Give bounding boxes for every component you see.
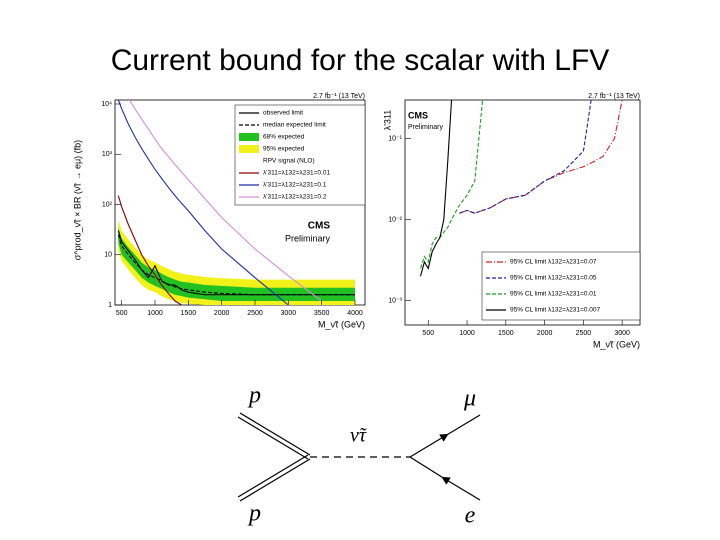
x-tick-label: 500 [116,310,128,317]
x-tick-label: 3000 [281,310,297,317]
x-tick-label: 1500 [498,330,514,337]
series-line [128,100,322,302]
diagram-label: e [465,503,476,529]
y-tick-label: 1 [108,302,112,309]
legend-label: observed limit [263,110,303,117]
series-line [117,195,182,305]
x-axis-label: M_ν̃τ (GeV) [593,339,640,349]
x-tick-label: 4000 [347,310,363,317]
legend-label: λ'311=λ132=λ231=0.1 [263,182,327,189]
y-axis-label: σ^prod_ν̃τ × BR (ν̃τ → eμ) (fb) [72,140,82,260]
legend-label: median expected limit [263,122,326,129]
legend-label: λ'311=λ132=λ231=0.01 [263,170,330,177]
y-axis-label: λ'311 [382,110,392,131]
series-line [117,230,355,296]
annotation: Preliminary [285,233,331,243]
legend-label: 95% CL limit λ132=λ231=0.007 [510,307,600,314]
y-tick-label: 10⁻² [388,216,402,223]
x-tick-label: 3000 [614,330,630,337]
plot-body [117,100,355,305]
diagram-label: p [247,501,261,527]
annotation: 2.7 fb⁻¹ (13 TeV) [588,93,640,100]
x-tick-label: 2000 [537,330,553,337]
band [118,227,355,302]
legend-label: 95% CL limit λ132=λ231=0.01 [510,291,597,298]
x-tick-label: 2000 [214,310,230,317]
legend-swatch [239,145,259,153]
legend-swatch [239,133,259,141]
series-line [419,100,484,269]
slide-title: Current bound for the scalar with LFV [111,44,610,77]
diagram-label: μ [463,386,476,412]
diagram-label: ν̃τ [350,425,367,447]
series-line [459,100,592,214]
annotation: Preliminary [408,124,444,131]
x-axis-label: M_ν̃τ (GeV) [318,319,365,329]
x-tick-label: 2500 [247,310,263,317]
series-line [459,100,623,214]
legend-box [481,251,641,321]
legend-label: 95% CL limit λ132=λ231=0.05 [510,275,597,282]
annotation: CMS [408,110,428,120]
legend-box [234,104,366,206]
y-tick-label: 10 [104,252,112,259]
series-line [419,100,453,277]
series-line [117,100,289,305]
y-tick-label: 10⁴ [101,101,112,108]
series-line [117,234,355,296]
y-tick-label: 10⁻³ [388,297,402,304]
y-tick-label: 10³ [102,151,113,158]
x-tick-label: 1500 [181,310,197,317]
feynman-diagram [237,412,481,502]
x-tick-label: 2500 [576,330,592,337]
x-tick-label: 1000 [459,330,475,337]
annotation: 2.7 fb⁻¹ (13 TeV) [313,93,365,100]
legend-label: λ'311=λ132=λ231=0.2 [263,194,327,201]
legend-label: 68% expected [263,134,305,141]
y-tick-label: 10² [102,201,113,208]
legend-note: RPV signal (NLO) [263,158,315,165]
diagram-label: p [247,383,261,409]
legend-label: 95% CL limit λ132=λ231=0.07 [510,259,597,266]
plot-body [419,100,623,277]
x-tick-label: 3500 [314,310,330,317]
legend-label: 95% expected [263,146,305,153]
x-tick-label: 500 [422,330,434,337]
x-tick-label: 1000 [147,310,163,317]
y-tick-label: 10⁻¹ [388,135,402,142]
annotation: CMS [308,221,331,232]
